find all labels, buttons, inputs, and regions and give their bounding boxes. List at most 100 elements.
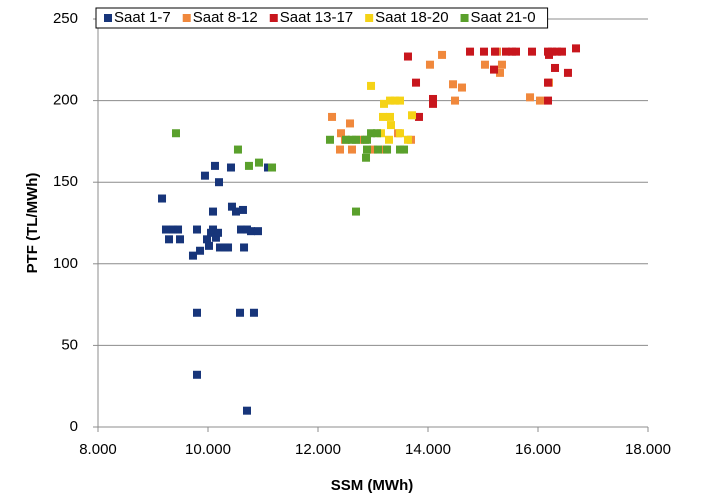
point bbox=[367, 81, 376, 90]
y-axis-label: PTF (TL/MWh) bbox=[24, 173, 41, 274]
point bbox=[385, 96, 394, 105]
point bbox=[379, 112, 388, 121]
point bbox=[490, 47, 499, 56]
point bbox=[425, 60, 434, 69]
y-tick-label: 0 bbox=[70, 418, 78, 435]
legend-label: Saat 8-12 bbox=[193, 9, 258, 26]
x-tick-label: 18.000 bbox=[625, 441, 671, 458]
legend-marker bbox=[104, 14, 112, 22]
point bbox=[457, 83, 466, 92]
point bbox=[363, 145, 372, 154]
point bbox=[233, 145, 242, 154]
point bbox=[325, 135, 334, 144]
point bbox=[336, 129, 345, 138]
point bbox=[407, 111, 416, 120]
point bbox=[396, 145, 405, 154]
point bbox=[193, 308, 201, 317]
point bbox=[414, 112, 423, 121]
point bbox=[214, 228, 223, 237]
point bbox=[480, 60, 489, 69]
point bbox=[174, 225, 183, 234]
point bbox=[400, 145, 409, 154]
point bbox=[412, 78, 421, 87]
legend-label: Saat 21-0 bbox=[471, 9, 536, 26]
legend-label: Saat 18-20 bbox=[375, 9, 448, 26]
point bbox=[479, 47, 488, 56]
point bbox=[356, 135, 365, 144]
x-tick-label: 12.000 bbox=[295, 441, 341, 458]
point bbox=[211, 233, 220, 242]
point bbox=[165, 235, 174, 244]
point bbox=[545, 50, 553, 59]
point bbox=[495, 68, 504, 77]
point bbox=[341, 135, 350, 144]
point bbox=[507, 47, 516, 56]
legend-marker bbox=[182, 14, 191, 22]
point bbox=[209, 225, 218, 234]
y-tick-label: 250 bbox=[53, 10, 78, 27]
legend-marker bbox=[269, 14, 278, 22]
y-tick-label: 150 bbox=[53, 173, 78, 190]
point bbox=[429, 99, 438, 108]
point bbox=[242, 225, 251, 234]
point bbox=[176, 235, 185, 244]
point bbox=[380, 99, 388, 108]
point bbox=[336, 145, 344, 154]
point bbox=[369, 145, 377, 154]
point bbox=[385, 135, 394, 144]
point bbox=[193, 225, 201, 234]
point bbox=[161, 225, 170, 234]
point bbox=[169, 225, 178, 234]
point bbox=[347, 145, 356, 154]
point bbox=[244, 161, 253, 170]
point bbox=[224, 243, 233, 252]
point bbox=[253, 227, 262, 236]
point bbox=[367, 129, 376, 138]
point bbox=[563, 68, 572, 77]
point bbox=[352, 135, 361, 144]
point bbox=[385, 112, 394, 121]
point bbox=[438, 50, 447, 59]
point bbox=[396, 129, 405, 138]
point bbox=[544, 78, 553, 87]
point bbox=[352, 207, 361, 216]
point bbox=[171, 129, 180, 138]
point bbox=[188, 251, 197, 260]
point bbox=[363, 135, 372, 144]
y-tick-label: 200 bbox=[53, 92, 78, 109]
y-tick-label: 100 bbox=[53, 255, 78, 272]
legend-box bbox=[95, 7, 549, 29]
point bbox=[572, 44, 581, 53]
point bbox=[403, 52, 412, 61]
point bbox=[429, 94, 438, 103]
point bbox=[158, 194, 167, 203]
point bbox=[490, 65, 498, 74]
point bbox=[557, 47, 566, 56]
point bbox=[236, 308, 245, 317]
point bbox=[254, 158, 263, 167]
legend-marker bbox=[460, 14, 469, 22]
point bbox=[497, 60, 506, 69]
x-tick-label: 8.000 bbox=[79, 441, 117, 458]
point bbox=[210, 161, 219, 170]
point bbox=[383, 145, 392, 154]
point bbox=[403, 135, 412, 144]
point bbox=[347, 135, 356, 144]
point bbox=[466, 47, 475, 56]
x-axis-label: SSM (MWh) bbox=[331, 477, 413, 494]
legend-label: Saat 1-7 bbox=[114, 9, 171, 26]
point bbox=[501, 47, 510, 56]
point bbox=[238, 205, 247, 214]
point bbox=[215, 243, 224, 252]
point bbox=[552, 47, 561, 56]
point bbox=[193, 370, 201, 379]
point bbox=[242, 406, 251, 415]
point bbox=[227, 202, 236, 211]
point bbox=[268, 163, 277, 172]
point bbox=[247, 227, 256, 236]
x-tick-label: 16.000 bbox=[515, 441, 561, 458]
point bbox=[203, 235, 212, 244]
point bbox=[215, 178, 223, 187]
point bbox=[204, 241, 213, 250]
